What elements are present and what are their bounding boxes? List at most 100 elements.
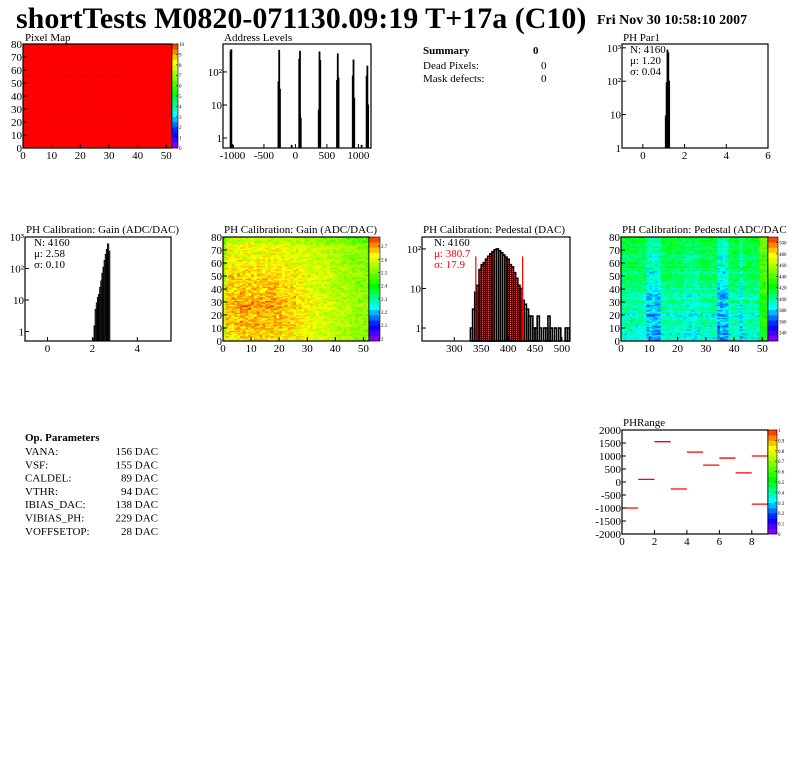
heatmap-cell [228,261,232,264]
heatmap-cell [143,76,147,79]
heatmap-cell [54,50,58,53]
heatmap-cell [111,114,115,116]
heatmap-cell [43,68,47,71]
heatmap-cell [154,105,158,107]
heatmap-cell [65,110,70,112]
heatmap-cell [163,71,167,73]
heatmap-cell [108,88,113,90]
heatmap-cell [117,80,121,82]
heatmap-cell [63,90,67,93]
heatmap-cell [60,73,64,76]
heatmap-cell [106,120,110,123]
heatmap-cell [239,290,243,292]
heatmap-cell [54,99,58,102]
heatmap-cell [68,106,73,108]
heatmap-cell [134,57,138,59]
heatmap-cell [40,46,44,49]
heatmap-cell [143,98,147,101]
heatmap-cell [43,138,47,141]
heatmap-cell [48,76,52,79]
heatmap-cell [60,54,64,56]
heatmap-cell [65,77,70,80]
heatmap-cell [34,105,38,107]
heatmap-cell [77,119,81,121]
heatmap-cell [91,102,95,105]
heatmap-cell [63,135,67,137]
heatmap-cell [31,120,35,123]
heatmap-cell [100,46,104,49]
heatmap-cell [48,92,52,94]
heatmap-cell [237,266,241,269]
heatmap-cell [68,86,73,89]
heatmap-cell [91,89,95,92]
heatmap-cell [134,51,138,54]
heatmap-cell [137,109,141,111]
heatmap-cell [126,97,130,99]
heatmap-cell [151,112,156,115]
heatmap-cell [123,141,127,144]
heatmap-cell [48,118,52,120]
heatmap-cell [117,67,121,69]
heatmap-cell [97,141,101,144]
heatmap-cell [131,58,136,60]
heatmap-cell [94,129,98,132]
heatmap-cell [143,79,147,81]
x-tick-label: 0 [20,150,26,162]
heatmap-cell [91,105,95,107]
heatmap-cell [91,122,95,124]
heatmap-cell [120,72,124,75]
heatmap-cell [28,49,32,51]
heatmap-cell [71,116,75,119]
heatmap-cell [237,329,241,331]
heatmap-cell [114,44,118,46]
heatmap-cell [28,71,32,73]
heatmap-cell [129,112,133,115]
heatmap-cell [137,98,141,101]
heatmap-cell [88,125,93,128]
heatmap-cell [239,333,243,335]
heatmap-cell [63,106,67,108]
heatmap-cell [83,115,87,118]
heatmap-cell [154,138,158,141]
heatmap-cell [123,123,127,125]
heatmap-cell [68,145,73,147]
heatmap-cell [71,137,75,140]
heatmap-cell [123,120,127,123]
colorbar-band [172,90,178,97]
heatmap-cell [60,63,64,66]
heatmap-cell [63,92,67,94]
heatmap-cell [239,276,243,278]
heatmap-cell [94,138,98,141]
colorbar-band [172,49,178,55]
heatmap-cell [234,303,238,305]
heatmap-cell [31,118,35,120]
heatmap-cell [123,101,127,103]
heatmap-cell [154,115,158,118]
heatmap-cell [225,276,229,278]
heatmap-cell [48,62,52,64]
heatmap-cell [97,96,101,98]
heatmap-cell [169,123,173,125]
heatmap-cell [68,90,73,93]
heatmap-cell [149,62,153,64]
heatmap-cell [231,302,235,304]
heatmap-cell [157,141,161,144]
heatmap-cell [234,305,238,308]
heatmap-cell [160,96,164,98]
heatmap-cell [77,107,81,110]
heatmap-cell [231,292,235,295]
heatmap-cell [80,96,84,98]
heatmap-cell [83,96,87,98]
heatmap-cell [157,127,161,129]
heatmap-cell [83,53,87,55]
heatmap-cell [97,46,101,49]
heatmap-cell [65,105,70,107]
heatmap-cell [54,129,58,132]
heatmap-cell [154,142,158,145]
heatmap-cell [163,97,167,99]
heatmap-cell [97,60,101,63]
heatmap-cell [43,99,47,102]
heatmap-cell [160,76,164,79]
heatmap-cell [106,136,110,138]
heatmap-cell [80,129,84,132]
